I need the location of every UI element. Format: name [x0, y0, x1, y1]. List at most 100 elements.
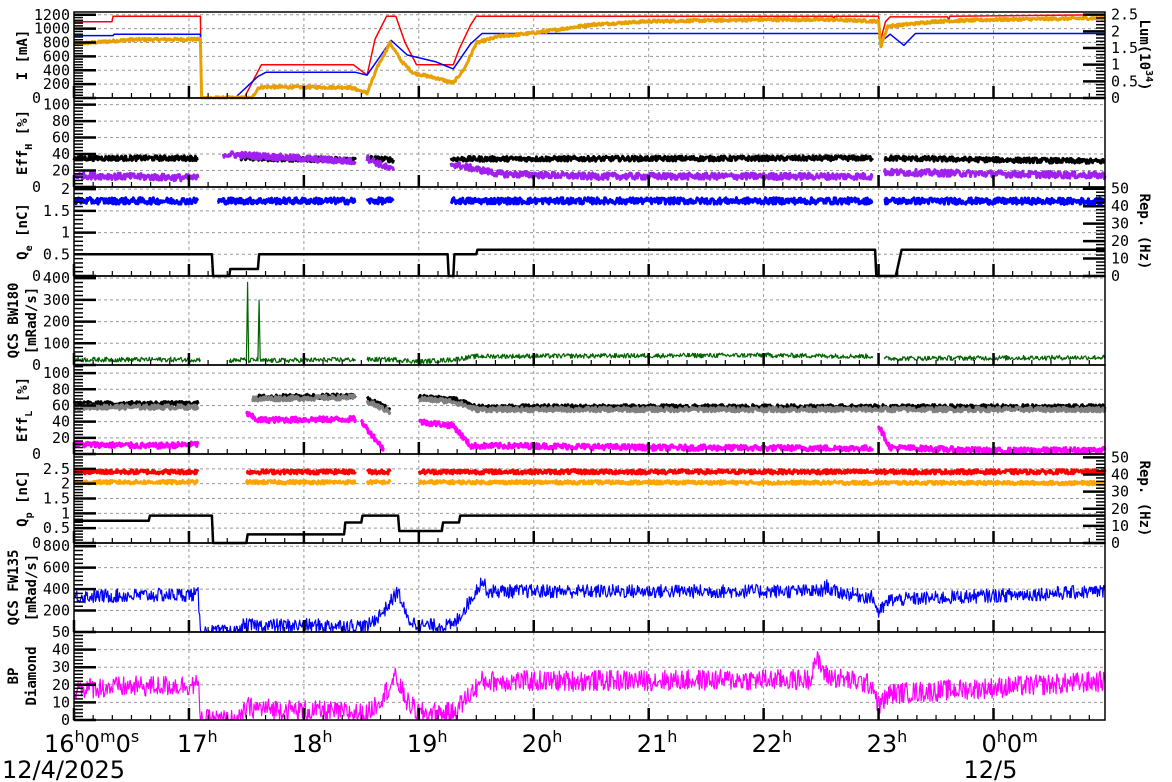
panel-1-left-tick-label: 600 — [43, 47, 70, 65]
panel-2-series-2 — [221, 150, 357, 166]
panel-1-left-tick-label: 0 — [32, 89, 41, 107]
axis-label-part: ) — [1136, 82, 1152, 90]
panel-1-right-tick-label: 1 — [1111, 56, 1120, 74]
panel-3-right-tick-label: 50 — [1111, 180, 1129, 198]
panel-6-series-2 — [365, 479, 392, 486]
panel-1-left-tick-label: 1000 — [34, 20, 70, 38]
panel-6-series-2 — [72, 478, 199, 486]
panel-3-right-tick-label: 10 — [1111, 250, 1129, 268]
panel-2-series-1 — [883, 154, 1106, 165]
panel-3-right-axis-label: Rep. (Hz) — [1136, 194, 1152, 270]
panel-6-right-tick-label: 30 — [1111, 483, 1129, 501]
axis-label-part: Diamond — [24, 646, 40, 705]
x-date-label: 12/5 — [964, 756, 1018, 782]
panel-1-right-tick-label: 0.5 — [1111, 72, 1138, 90]
panel-1-right-tick-label: 2 — [1111, 22, 1120, 40]
axis-label-part: [mRad/s] — [24, 287, 40, 354]
x-tick-unit: m — [100, 727, 116, 746]
x-tick-value: 17 — [177, 730, 208, 758]
panel-3-left-tick-label: 2 — [61, 180, 70, 198]
panel-7-left-axis-label: QCS FW135 [mRad/s] — [6, 550, 40, 626]
x-tick-unit: h — [667, 727, 677, 746]
panel-5-left-tick-label: 60 — [52, 396, 70, 414]
x-tick-label: 16h0m0s — [44, 727, 139, 758]
panel-8-left-tick-label: 0 — [61, 711, 70, 729]
panel-2-left-tick-label: 20 — [52, 162, 70, 180]
panel-4-left-tick-label: 400 — [43, 269, 70, 287]
panel-1-left-tick-label: 800 — [43, 34, 70, 52]
panel-7-left-tick-label: 200 — [43, 602, 70, 620]
panel-4-left-tick-label: 200 — [43, 313, 70, 331]
panel-4-left-tick-label: 0 — [32, 356, 41, 374]
panel-6-series-3 — [74, 514, 1105, 545]
panel-6-right-tick-label: 0 — [1111, 534, 1120, 552]
panel-6-right-tick-label: 40 — [1111, 466, 1129, 484]
axis-label-part: [nC] — [15, 470, 31, 512]
panel-1-left-axis-label: I [mA] — [15, 30, 31, 81]
panel-5-series-3 — [418, 418, 875, 453]
panel-5-series-3 — [72, 440, 200, 450]
axis-label-part: Q — [15, 251, 31, 259]
x-tick-unit: h — [437, 727, 447, 746]
axis-label-part: 34 — [1143, 70, 1154, 82]
x-tick-unit: h — [322, 727, 332, 746]
panel-7-series-1 — [73, 577, 1106, 633]
axis-label-part: [mRad/s] — [24, 554, 40, 621]
x-tick-unit: h — [75, 727, 85, 746]
panel-8-series-1 — [73, 651, 1106, 721]
panel-6-series-2 — [417, 479, 1106, 487]
panel-2-left-tick-label: 0 — [32, 178, 41, 196]
grid — [74, 12, 1105, 720]
x-tick-label: 18h — [292, 727, 333, 758]
panel-6-right-axis-label: Rep. (Hz) — [1136, 461, 1152, 537]
panel-5-series-3 — [359, 419, 386, 452]
x-tick-label: 23h — [867, 727, 908, 758]
x-tick-label: 19h — [407, 727, 448, 758]
x-tick-value: 0 — [982, 730, 997, 758]
axis-label-part: [nC] — [15, 203, 31, 245]
panel-6-series-2 — [244, 478, 357, 486]
panel-5-left-tick-label: 80 — [52, 380, 70, 398]
x-tick-value: 0 — [85, 730, 100, 758]
panel-3-left-axis-label: Qe [nC] — [15, 203, 35, 260]
x-tick-value: 21 — [637, 730, 668, 758]
panel-1-left-tick-label: 400 — [43, 61, 70, 79]
panel-2-series-2 — [365, 154, 395, 171]
panel-1-right-tick-label: 1.5 — [1111, 39, 1138, 57]
axis-label-part: e — [24, 245, 35, 251]
axis-label-part: Rep. (Hz) — [1136, 461, 1152, 537]
panel-6-left-tick-label: 1 — [61, 504, 70, 522]
panel-6-series-1 — [417, 468, 1107, 476]
axis-label-part: Eff — [15, 417, 31, 442]
panel-2-series-1 — [449, 154, 874, 163]
axis-label-part: I [mA] — [15, 30, 31, 81]
panel-8-frame — [73, 631, 1106, 721]
panel-6-left-tick-label: 0 — [32, 534, 41, 552]
x-tick-label: 0h0m — [982, 727, 1038, 758]
x-tick-unit: h — [207, 727, 217, 746]
panel-4-series-1 — [74, 356, 201, 363]
panel-6-right-tick-label: 50 — [1111, 448, 1129, 466]
panel-1-right-tick-label: 0 — [1111, 89, 1120, 107]
panel-3-right-tick-label: 20 — [1111, 232, 1129, 250]
panel-3-series-2 — [74, 248, 1105, 278]
panel-8-left-tick-label: 50 — [52, 623, 70, 641]
x-tick-value: 0 — [116, 730, 131, 758]
panel-5-series-2 — [73, 403, 200, 411]
panel-4-left-tick-label: 100 — [43, 334, 70, 352]
x-tick-value: 18 — [292, 730, 323, 758]
panel-6-series-1 — [365, 468, 392, 476]
panel-1-left-tick-label: 200 — [43, 75, 70, 93]
panel-2-series-2 — [73, 171, 200, 183]
panel-5-series-2 — [365, 399, 392, 415]
axis-label-part: BP — [6, 668, 22, 685]
panel-3-series-1 — [365, 196, 395, 206]
panel-3-right-tick-label: 40 — [1111, 197, 1129, 215]
axis-label-part: Eff — [15, 150, 31, 175]
x-tick-value: 23 — [867, 730, 898, 758]
panel-6-left-tick-label: 1.5 — [43, 490, 70, 508]
panel-4-left-axis-label: QCS BW180 [mRad/s] — [6, 283, 40, 359]
